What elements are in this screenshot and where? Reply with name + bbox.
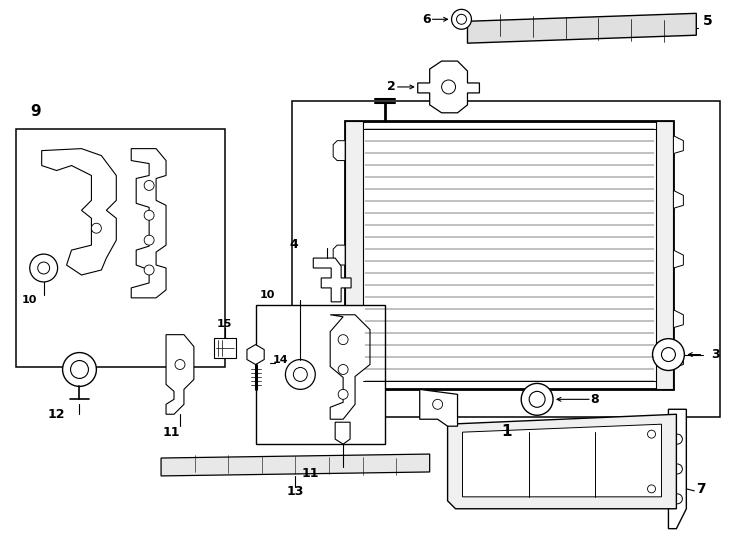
Polygon shape — [335, 422, 350, 444]
Text: 10: 10 — [260, 290, 275, 300]
Bar — [214, 338, 236, 357]
Polygon shape — [161, 454, 429, 476]
Text: 1: 1 — [501, 424, 512, 438]
Text: 15: 15 — [217, 319, 233, 329]
Bar — [345, 121, 673, 389]
Circle shape — [432, 400, 443, 409]
Circle shape — [92, 223, 101, 233]
Polygon shape — [42, 148, 116, 275]
Polygon shape — [131, 148, 166, 298]
Circle shape — [653, 339, 684, 370]
Text: 14: 14 — [272, 355, 288, 365]
Text: 13: 13 — [287, 485, 304, 498]
Text: 3: 3 — [711, 348, 720, 361]
Circle shape — [144, 180, 154, 191]
Polygon shape — [673, 136, 683, 153]
Polygon shape — [468, 14, 697, 43]
Polygon shape — [669, 409, 686, 529]
Polygon shape — [330, 315, 370, 419]
Polygon shape — [673, 250, 683, 268]
Polygon shape — [333, 140, 345, 160]
Circle shape — [661, 348, 675, 361]
Polygon shape — [333, 360, 345, 380]
Text: 7: 7 — [697, 482, 706, 496]
Circle shape — [338, 335, 348, 345]
Circle shape — [144, 235, 154, 245]
Text: 9: 9 — [31, 104, 41, 119]
Circle shape — [672, 464, 683, 474]
Polygon shape — [418, 61, 479, 113]
Circle shape — [521, 383, 553, 415]
Polygon shape — [420, 389, 457, 426]
Circle shape — [62, 353, 96, 387]
Polygon shape — [247, 345, 264, 364]
Text: 12: 12 — [48, 408, 65, 421]
Circle shape — [175, 360, 185, 369]
Circle shape — [529, 392, 545, 407]
Polygon shape — [166, 335, 194, 414]
Polygon shape — [673, 310, 683, 328]
Text: 11: 11 — [162, 426, 180, 438]
Bar — [292, 101, 720, 417]
Circle shape — [451, 9, 471, 29]
Circle shape — [442, 80, 456, 94]
Bar — [345, 121, 363, 389]
Circle shape — [647, 430, 655, 438]
Circle shape — [457, 15, 467, 24]
Circle shape — [672, 494, 683, 504]
Bar — [255, 305, 385, 444]
Circle shape — [338, 389, 348, 400]
Circle shape — [37, 262, 50, 274]
Circle shape — [338, 364, 348, 374]
Polygon shape — [333, 245, 345, 265]
Circle shape — [647, 485, 655, 493]
Text: 6: 6 — [422, 13, 431, 26]
Text: 2: 2 — [388, 80, 396, 93]
Circle shape — [672, 434, 683, 444]
Text: 8: 8 — [591, 393, 599, 406]
Circle shape — [30, 254, 57, 282]
Bar — [655, 121, 673, 389]
Circle shape — [70, 361, 88, 379]
Polygon shape — [673, 191, 683, 208]
Text: 5: 5 — [703, 14, 713, 28]
Polygon shape — [448, 414, 677, 509]
Bar — [16, 129, 225, 368]
Text: 10: 10 — [22, 295, 37, 305]
Text: 4: 4 — [289, 238, 298, 251]
Circle shape — [144, 265, 154, 275]
Polygon shape — [462, 424, 661, 497]
Circle shape — [286, 360, 316, 389]
Text: 11: 11 — [302, 468, 319, 481]
Circle shape — [294, 368, 308, 381]
Circle shape — [144, 210, 154, 220]
Polygon shape — [673, 349, 683, 368]
Polygon shape — [313, 258, 351, 302]
